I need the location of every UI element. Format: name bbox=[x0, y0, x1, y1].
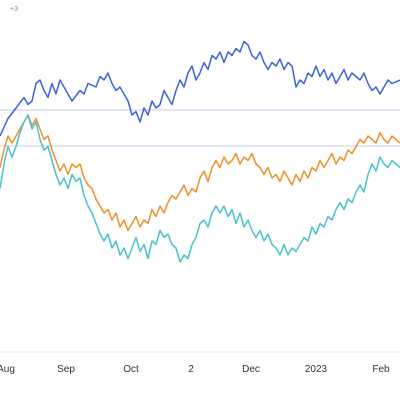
x-tick-label: Aug bbox=[0, 364, 15, 375]
x-tick-label: Oct bbox=[123, 364, 139, 375]
x-tick-label: 2 bbox=[188, 364, 194, 375]
x-tick-label: Sep bbox=[57, 364, 75, 375]
series-blue-line bbox=[0, 40, 400, 137]
series-orange-line bbox=[0, 114, 400, 232]
corner-label: +3 bbox=[10, 6, 18, 13]
series-teal-line bbox=[0, 114, 400, 263]
x-tick-label: Feb bbox=[372, 364, 390, 375]
x-tick-label: 2023 bbox=[305, 364, 328, 375]
x-tick-labels: Aug Sep Oct 2 Dec 2023 Feb bbox=[0, 364, 390, 375]
x-tick-label: Dec bbox=[242, 364, 260, 375]
series-layer bbox=[0, 40, 400, 263]
